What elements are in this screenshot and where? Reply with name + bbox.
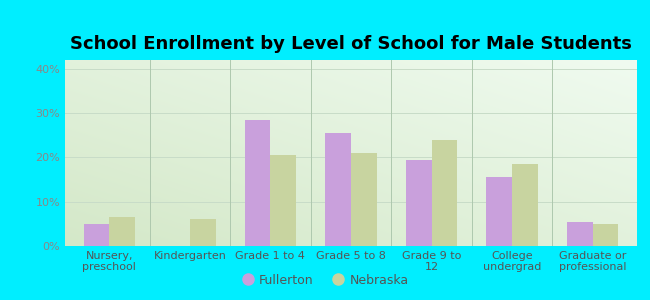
Bar [593, 224, 618, 246]
Bar [351, 153, 377, 246]
Bar [406, 160, 432, 246]
Bar [84, 224, 109, 246]
Bar [486, 177, 512, 246]
Legend: Fullerton, Nebraska: Fullerton, Nebraska [237, 270, 413, 291]
Bar [270, 155, 296, 246]
Bar [109, 217, 135, 246]
Bar [567, 222, 593, 246]
Bar [244, 120, 270, 246]
Bar [190, 219, 216, 246]
Bar [325, 133, 351, 246]
Title: School Enrollment by Level of School for Male Students: School Enrollment by Level of School for… [70, 35, 632, 53]
Bar [432, 140, 458, 246]
Bar [512, 164, 538, 246]
